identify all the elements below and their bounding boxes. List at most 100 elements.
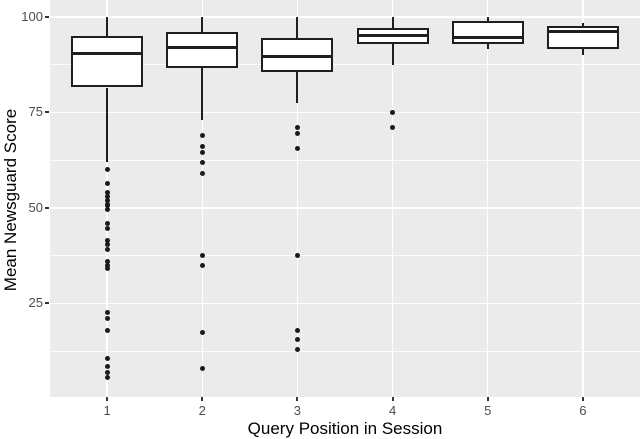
x-tick-label: 4 [388,403,397,418]
box-iqr [451,20,524,44]
x-tick-label: 2 [198,403,206,418]
y-tick-label: 75 [28,104,43,120]
upper-whisker [201,16,204,33]
x-tick-mark [486,397,489,401]
outlier-dot [294,125,300,131]
x-tick-label: 6 [579,403,587,418]
x-tick-label: 1 [103,403,111,418]
outlier-dot [104,327,110,333]
outlier-dot [199,253,205,259]
lower-whisker [106,87,109,162]
box-iqr [71,35,144,88]
outlier-dot [390,109,396,115]
y-tick-mark [45,206,49,209]
outlier-dot [104,363,110,369]
outlier-dot [104,193,110,199]
median-line [261,55,334,59]
y-axis-title: Mean Newsguard Score [1,108,20,292]
x-tick-mark [391,397,394,401]
gridline-vertical [296,0,299,397]
outlier-dot [104,226,110,232]
outlier-dot [104,258,110,264]
x-axis-title: Query Position in Session [247,419,443,438]
y-tick-mark [45,302,49,305]
y-axis: 25 50 75 100 [0,0,50,397]
outlier-dot [104,316,110,322]
y-tick-mark [45,111,49,114]
lower-whisker [486,43,489,50]
median-line [451,36,524,40]
outlier-dot [294,146,300,152]
outlier-dot [199,159,205,165]
gridline-minor [50,255,640,257]
outlier-dot [104,203,110,209]
median-line [546,29,619,33]
outlier-dot [199,144,205,150]
outlier-dot [104,247,110,253]
outlier-dot [104,207,110,213]
y-tick-label: 50 [28,199,43,215]
outlier-dot [104,180,110,186]
gridline-minor [50,159,640,161]
median-line [356,34,429,38]
outlier-dot [294,346,300,352]
y-tick-label: 25 [28,295,43,311]
gridline-vertical [391,0,394,397]
upper-whisker [106,16,109,36]
outlier-dot [294,130,300,136]
outlier-dot [104,262,110,268]
median-line [166,45,239,49]
box-iqr [166,32,239,69]
x-tick-label: 3 [293,403,302,418]
outlier-dot [199,132,205,138]
outlier-dot [199,329,205,335]
outlier-dot [104,310,110,316]
outlier-dot [104,369,110,375]
upper-whisker [296,16,299,38]
lower-whisker [391,43,394,65]
outlier-dot [104,190,110,196]
outlier-dot [104,167,110,173]
x-tick-mark [201,397,204,401]
outlier-dot [390,125,396,131]
plot-panel [50,0,640,397]
outlier-dot [104,356,110,362]
gridline-major [50,16,640,18]
outlier-dot [104,237,110,243]
x-tick-mark [581,397,584,401]
box-iqr [261,37,334,73]
gridline-major [50,302,640,305]
lower-whisker [201,68,204,120]
upper-whisker [391,16,394,29]
outlier-dot [294,337,300,343]
outlier-dot [104,266,110,272]
outlier-dot [199,365,205,371]
x-axis: Query Position in Session 1 2 3 4 5 6 [50,397,640,439]
outlier-dot [104,241,110,247]
outlier-dot [104,220,110,226]
gridline-major [50,207,640,209]
median-line [71,51,144,55]
outlier-dot [199,149,205,155]
y-tick-mark [45,15,49,18]
y-tick-label: 100 [21,8,43,24]
gridline-major [50,111,640,114]
gridline-vertical [201,0,203,397]
outlier-dot [199,262,205,268]
x-tick-label: 5 [484,403,492,418]
gridline-minor [50,64,640,65]
lower-whisker [581,49,584,55]
lower-whisker [296,72,299,103]
outlier-dot [104,375,110,381]
outlier-dot [104,197,110,203]
x-tick-mark [296,397,299,401]
outlier-dot [294,253,300,259]
gridline-vertical [582,0,584,397]
upper-whisker [486,16,489,21]
upper-whisker [581,22,584,27]
gridline-vertical [487,0,489,397]
outlier-dot [294,327,300,333]
outlier-dot [199,170,205,176]
gridline-minor [50,350,640,352]
